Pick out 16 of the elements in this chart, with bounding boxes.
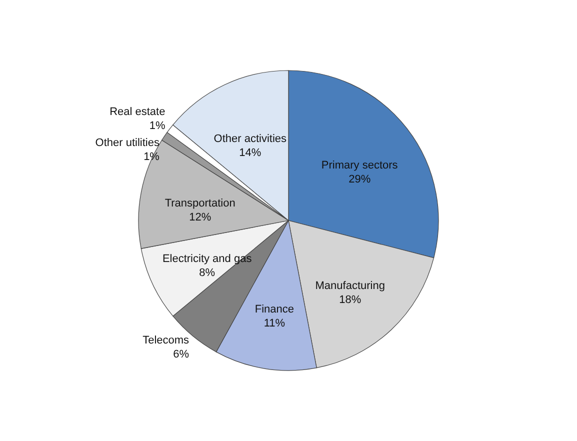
- data-label: 14%: [239, 147, 262, 160]
- data-label: 8%: [199, 266, 216, 279]
- data-label: 18%: [339, 294, 362, 306]
- data-label: 29%: [348, 173, 371, 186]
- slice-label: Other activities: [214, 133, 288, 146]
- slice-label: Other utilities: [95, 136, 160, 149]
- data-label: 6%: [173, 348, 190, 361]
- slice-label: Manufacturing: [315, 280, 385, 292]
- slice-label: Finance: [254, 303, 294, 316]
- data-label: 1%: [149, 120, 166, 132]
- slice-label: Transportation: [164, 198, 236, 210]
- data-label: 12%: [189, 212, 212, 224]
- slice-label: Primary sectors: [321, 159, 398, 172]
- data-label: 11%: [264, 317, 286, 330]
- slice-label: Telecoms: [142, 334, 190, 347]
- slice-label: Real estate: [110, 106, 166, 118]
